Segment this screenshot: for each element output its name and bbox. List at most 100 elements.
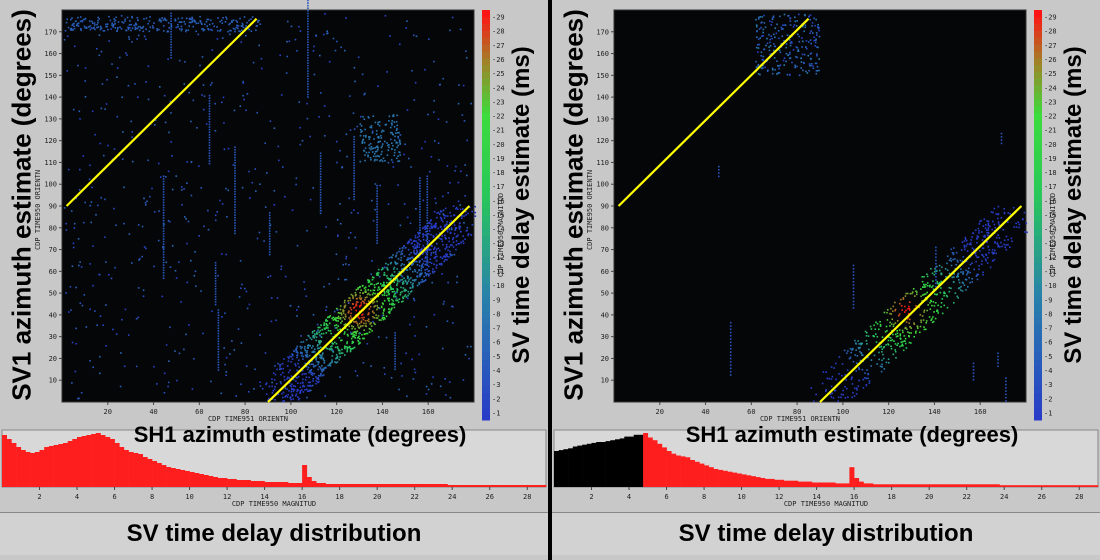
scatter-point [419, 182, 421, 185]
scatter-point [976, 273, 979, 276]
scatter-point [296, 244, 299, 247]
scatter-point [935, 266, 937, 268]
scatter-point [898, 313, 901, 315]
scatter-point [926, 282, 929, 284]
scatter-point [805, 46, 807, 48]
scatter-point [307, 347, 309, 349]
scatter-point [168, 27, 170, 29]
scatter-point [445, 237, 447, 240]
scatter-point [116, 76, 118, 78]
scatter-point [231, 340, 233, 342]
scatter-point [373, 301, 376, 303]
scatter-point [803, 13, 806, 16]
scatter-point [183, 21, 185, 23]
scatter-point [128, 38, 131, 40]
scatter-point [97, 204, 99, 207]
scatter-point [136, 38, 138, 40]
scatter-point [274, 386, 276, 388]
scatter-point [355, 309, 357, 312]
scatter-point [1000, 136, 1003, 138]
scatter-point [419, 213, 421, 216]
scatter-point [762, 67, 764, 69]
scatter-point [331, 343, 334, 345]
scatter-point [440, 264, 443, 266]
scatter-point [152, 27, 154, 29]
scatter-point [313, 73, 316, 76]
scatter-point [357, 336, 360, 339]
scatter-point [228, 23, 230, 26]
scatter-point [131, 136, 133, 138]
colorbar-tick-label: -11 [1044, 268, 1057, 276]
scatter-point [1009, 246, 1011, 249]
scatter-point [425, 253, 428, 255]
scatter-point [810, 58, 812, 60]
scatter-point [334, 327, 337, 329]
scatter-point [411, 358, 413, 361]
scatter-point [401, 249, 404, 252]
scatter-point [964, 238, 967, 240]
scatter-point [458, 84, 460, 86]
scatter-point [782, 24, 784, 27]
scatter-point [376, 292, 379, 295]
scatter-point [371, 151, 374, 153]
scatter-point [907, 313, 910, 315]
scatter-point [384, 274, 386, 276]
scatter-point [139, 257, 141, 260]
scatter-point [390, 159, 393, 161]
scatter-point [886, 311, 888, 314]
scatter-point [388, 278, 390, 281]
scatter-point [757, 63, 760, 66]
scatter-point [186, 182, 188, 184]
scatter-point [1005, 396, 1007, 399]
colorbar-segment [482, 119, 490, 127]
scatter-point [457, 200, 460, 203]
scatter-point [162, 209, 165, 211]
scatter-point [393, 268, 395, 270]
scatter-point [259, 334, 261, 336]
scatter-point [969, 271, 971, 274]
colorbar-segment [482, 187, 490, 195]
histogram-bar [152, 461, 158, 487]
scatter-point [982, 235, 985, 238]
scatter-point [208, 141, 211, 144]
scatter-point [445, 243, 448, 246]
scatter-point [396, 124, 399, 127]
scatter-point [226, 216, 228, 218]
scatter-point [170, 46, 172, 49]
scatter-point [390, 138, 392, 141]
scatter-point [433, 248, 435, 250]
scatter-point [243, 98, 245, 101]
scatter-point [935, 246, 937, 249]
scatter-point [889, 325, 891, 327]
scatter-point [960, 285, 962, 288]
scatter-point [359, 285, 361, 288]
scatter-point [443, 300, 445, 303]
scatter-point [408, 278, 411, 281]
scatter-point [246, 93, 249, 95]
scatter-point [376, 224, 378, 226]
scatter-point [268, 214, 271, 217]
histogram-bar [586, 443, 592, 487]
scatter-point [412, 240, 415, 242]
scatter-point [435, 248, 438, 251]
scatter-point [399, 134, 402, 136]
scatter-point [994, 242, 996, 244]
scatter-point [963, 240, 966, 242]
scatter-point [320, 374, 322, 376]
scatter-point [121, 318, 123, 321]
scatter-point [433, 111, 435, 113]
scatter-point [349, 306, 352, 309]
histogram-bar [372, 484, 378, 487]
scatter-point [1015, 226, 1018, 228]
scatter-point [729, 364, 732, 366]
scatter-point [240, 41, 242, 43]
histogram-bar [999, 485, 1005, 487]
scatter-point [389, 262, 392, 265]
scatter-point [102, 324, 104, 326]
scatter-point [206, 25, 208, 27]
scatter-point [202, 108, 205, 111]
scatter-point [894, 350, 897, 353]
scatter-point [178, 261, 180, 263]
scatter-point [294, 38, 297, 41]
scatter-point [814, 62, 817, 65]
